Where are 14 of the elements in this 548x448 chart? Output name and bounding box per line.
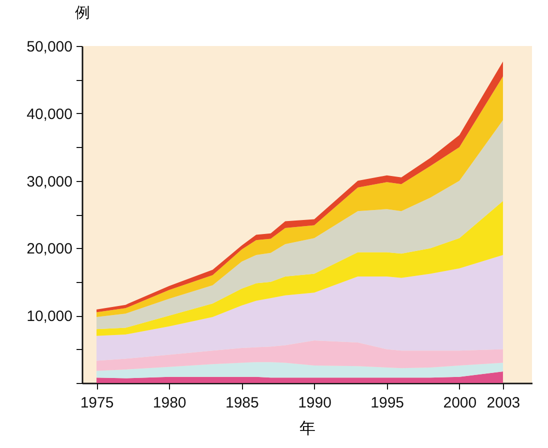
- x-tick-label: 2000: [443, 394, 477, 412]
- y-tick-label: 10,000: [26, 308, 72, 326]
- x-tick-label: 1980: [152, 394, 186, 412]
- x-tick-label: 2003: [486, 394, 520, 412]
- x-tick-label: 1985: [225, 394, 259, 412]
- y-tick-label: 40,000: [26, 106, 72, 123]
- y-tick-label: 50,000: [26, 38, 72, 56]
- x-tick-label: 1995: [370, 394, 404, 412]
- x-axis-title: 年: [300, 420, 316, 438]
- y-tick-label: 30,000: [26, 173, 72, 190]
- y-axis-title: 例: [75, 4, 90, 22]
- x-tick-label: 1975: [80, 394, 114, 412]
- x-tick-label: 1990: [298, 394, 332, 412]
- y-tick-label: 20,000: [26, 240, 72, 258]
